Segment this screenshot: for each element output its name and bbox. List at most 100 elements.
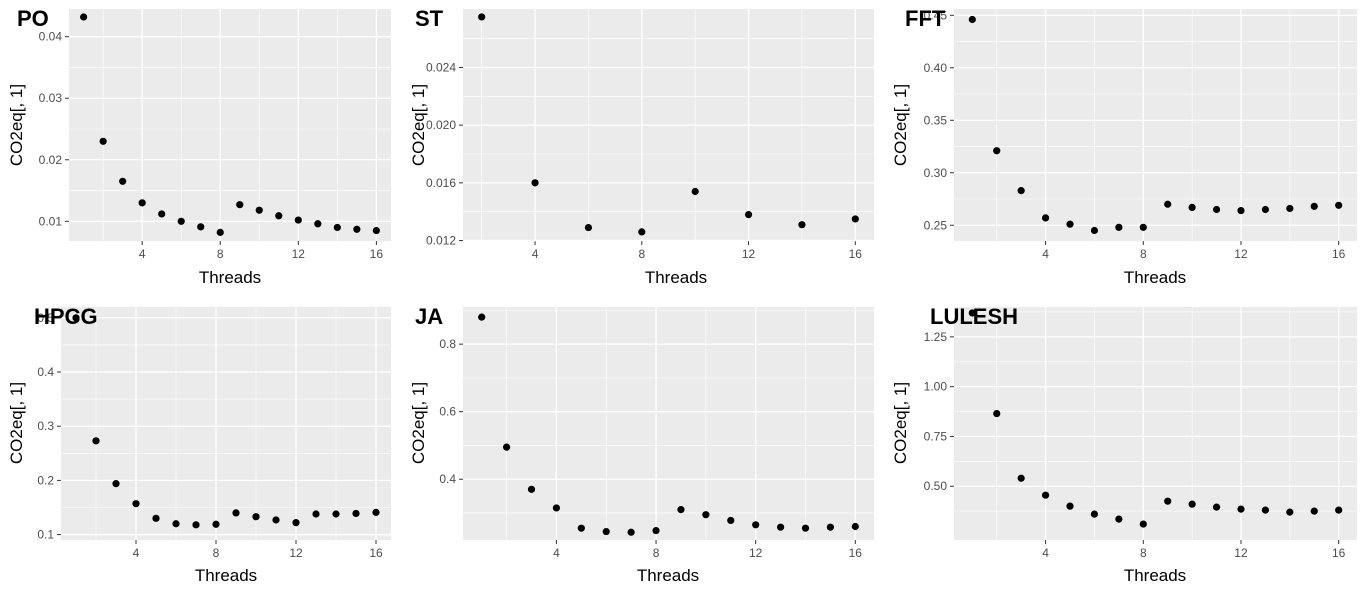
y-tick-label: 0.4 xyxy=(37,365,54,379)
y-tick-label: 0.024 xyxy=(426,60,456,74)
data-point xyxy=(1090,510,1099,518)
x-tick-label: 16 xyxy=(1332,546,1346,560)
facet-ja: 4 8 12 16 0.4 0.6 0.8 Threads CO2eq[, 1] JA xyxy=(409,304,874,585)
x-tick-label: 12 xyxy=(742,247,756,261)
data-point xyxy=(1066,502,1074,510)
x-tick-label: 12 xyxy=(1234,247,1248,261)
data-point xyxy=(478,13,486,21)
data-point xyxy=(252,513,260,521)
data-point xyxy=(584,223,593,232)
data-point xyxy=(968,309,976,317)
data-point xyxy=(272,516,280,524)
data-point xyxy=(294,216,302,224)
data-point xyxy=(152,514,160,522)
x-tick-label: 8 xyxy=(1140,247,1147,261)
data-point xyxy=(638,228,646,236)
data-point xyxy=(72,314,80,322)
data-point xyxy=(552,504,561,512)
x-tick-label: 4 xyxy=(139,247,146,261)
x-tick-label: 12 xyxy=(289,546,303,560)
data-point xyxy=(1286,508,1294,516)
x-tick-label: 4 xyxy=(133,546,140,560)
panel-background xyxy=(954,9,1357,241)
panel-background xyxy=(954,307,1357,540)
data-point xyxy=(1310,507,1318,515)
data-point xyxy=(333,223,341,232)
data-point xyxy=(1212,503,1221,511)
data-point xyxy=(531,179,539,187)
data-point xyxy=(691,187,699,196)
data-point xyxy=(602,527,610,536)
y-axis-title: CO2eq[, 1] xyxy=(7,84,26,166)
data-point xyxy=(197,223,205,231)
x-tick-label: 8 xyxy=(638,247,645,261)
data-point xyxy=(236,201,244,209)
x-tick-label: 16 xyxy=(849,546,863,560)
data-point xyxy=(314,220,322,228)
x-tick-label: 12 xyxy=(749,546,763,560)
data-point xyxy=(119,177,127,185)
x-tick-label: 16 xyxy=(849,247,863,261)
panel-background xyxy=(69,9,391,241)
data-point xyxy=(993,147,1001,155)
x-tick-label: 4 xyxy=(532,247,539,261)
y-axis-title: CO2eq[, 1] xyxy=(891,84,910,166)
data-point xyxy=(752,521,760,529)
data-point xyxy=(527,485,536,493)
data-point xyxy=(702,511,710,519)
facet-po: 4 8 12 16 0.01 0.02 0.03 0.04 Threads CO2eq[, 1] P… xyxy=(7,6,391,287)
y-tick-label: 0.45 xyxy=(924,8,948,22)
x-tick-label: 16 xyxy=(370,247,384,261)
data-point xyxy=(92,437,100,445)
x-tick-label: 8 xyxy=(217,247,224,261)
data-point xyxy=(1017,187,1025,195)
data-point xyxy=(372,226,380,235)
x-axis-title: Threads xyxy=(645,268,707,287)
data-point xyxy=(1237,206,1245,215)
x-tick-label: 4 xyxy=(1042,247,1049,261)
data-point xyxy=(255,206,263,214)
data-point xyxy=(1164,497,1172,505)
data-point xyxy=(993,409,1001,418)
y-axis-title: CO2eq[, 1] xyxy=(891,382,910,464)
data-point xyxy=(1139,520,1147,528)
data-point xyxy=(727,516,735,525)
y-tick-label: 0.75 xyxy=(924,429,948,443)
x-tick-label: 4 xyxy=(1042,546,1049,560)
data-point xyxy=(132,500,140,508)
y-tick-label: 0.25 xyxy=(924,218,948,232)
data-point xyxy=(353,225,361,233)
data-point xyxy=(172,520,180,528)
facet-hpcg: 4 8 12 16 0.1 0.2 0.3 0.4 0.5 Threads CO2eq[, 1] HP… xyxy=(7,304,391,585)
y-tick-label: 0.1 xyxy=(37,528,54,542)
x-tick-label: 12 xyxy=(292,247,306,261)
data-point xyxy=(158,210,166,218)
x-tick-label: 8 xyxy=(653,546,660,560)
y-tick-label: 0.016 xyxy=(426,176,456,190)
y-tick-label: 0.40 xyxy=(924,61,948,75)
data-point xyxy=(1164,200,1172,208)
y-tick-label: 0.4 xyxy=(439,472,456,486)
y-tick-label: 0.8 xyxy=(439,337,456,351)
y-axis-title: CO2eq[, 1] xyxy=(7,382,26,464)
facet-st: 4 8 12 16 0.012 0.016 0.020 0.024 Threads CO2eq[,… xyxy=(409,6,874,287)
data-point xyxy=(1188,203,1196,212)
y-axis-title: CO2eq[, 1] xyxy=(409,84,428,166)
facet-tag: JA xyxy=(415,304,443,329)
data-point xyxy=(502,443,511,451)
x-tick-label: 4 xyxy=(553,546,560,560)
data-point xyxy=(1041,491,1050,499)
data-point xyxy=(798,221,806,229)
data-point xyxy=(1335,201,1343,209)
data-point xyxy=(776,523,785,531)
data-point xyxy=(1286,204,1294,213)
data-point xyxy=(1261,205,1270,214)
data-point xyxy=(1066,220,1074,228)
panel-background xyxy=(463,307,874,540)
data-point xyxy=(138,199,146,207)
facet-tag: FFT xyxy=(905,6,946,31)
data-point xyxy=(1310,202,1318,210)
y-tick-label: 0.50 xyxy=(924,479,948,493)
data-point xyxy=(112,480,120,488)
data-point xyxy=(192,521,200,529)
